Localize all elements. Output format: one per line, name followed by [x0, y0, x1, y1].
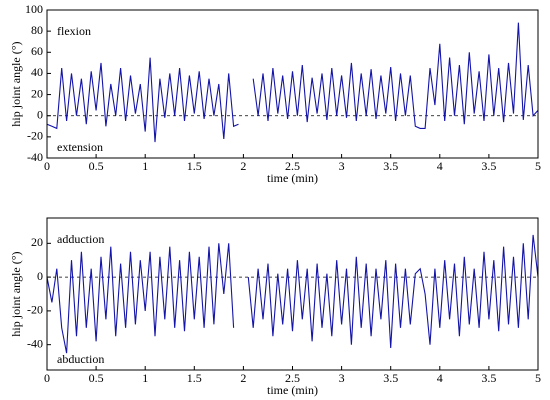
- x-axis-label: time (min): [267, 171, 318, 185]
- y-tick-label: 0: [37, 107, 43, 121]
- x-tick-label: 1.5: [187, 159, 202, 173]
- y-tick-label: 60: [31, 44, 43, 58]
- y-tick-label: -20: [27, 129, 43, 143]
- y-tick-label: -40: [27, 336, 43, 350]
- y-tick-label: -40: [27, 150, 43, 164]
- x-tick-label: 0: [44, 371, 50, 385]
- y-axis-label: hip joint angle (°): [9, 41, 23, 126]
- x-tick-label: 2.5: [285, 371, 300, 385]
- x-tick-label: 3.5: [383, 371, 398, 385]
- x-tick-label: 3: [339, 371, 345, 385]
- annotation: flexion: [57, 24, 91, 38]
- annotation: extension: [57, 140, 103, 154]
- x-tick-label: 2: [240, 371, 246, 385]
- x-tick-label: 5: [535, 371, 541, 385]
- annotation: adduction: [57, 232, 104, 246]
- x-tick-label: 1: [142, 159, 148, 173]
- annotation: abduction: [57, 352, 104, 366]
- x-tick-label: 0.5: [89, 159, 104, 173]
- axes-box: [46, 217, 539, 371]
- y-tick-label: 100: [25, 2, 43, 16]
- x-tick-label: 3: [339, 159, 345, 173]
- x-tick-label: 1: [142, 371, 148, 385]
- x-axis-label: time (min): [267, 383, 318, 397]
- x-tick-label: 1.5: [187, 371, 202, 385]
- x-tick-label: 4: [437, 371, 443, 385]
- x-tick-label: 2.5: [285, 159, 300, 173]
- y-tick-label: 80: [31, 23, 43, 37]
- y-axis-label: hip joint angle (°): [9, 251, 23, 336]
- x-tick-label: 3.5: [481, 371, 496, 385]
- y-tick-label: -20: [27, 303, 43, 317]
- axes-box: [46, 9, 539, 159]
- y-tick-label: 20: [31, 235, 43, 249]
- data-line: [46, 22, 539, 143]
- x-tick-label: 5: [535, 159, 541, 173]
- y-tick-label: 20: [31, 86, 43, 100]
- y-tick-label: 40: [31, 65, 43, 79]
- x-tick-label: 3.5: [383, 159, 398, 173]
- x-tick-label: 0.5: [89, 371, 104, 385]
- x-tick-label: 4: [437, 159, 443, 173]
- x-tick-label: 3.5: [481, 159, 496, 173]
- x-tick-label: 0: [44, 159, 50, 173]
- x-tick-label: 2: [240, 159, 246, 173]
- y-tick-label: 0: [37, 269, 43, 283]
- data-line: [46, 234, 539, 354]
